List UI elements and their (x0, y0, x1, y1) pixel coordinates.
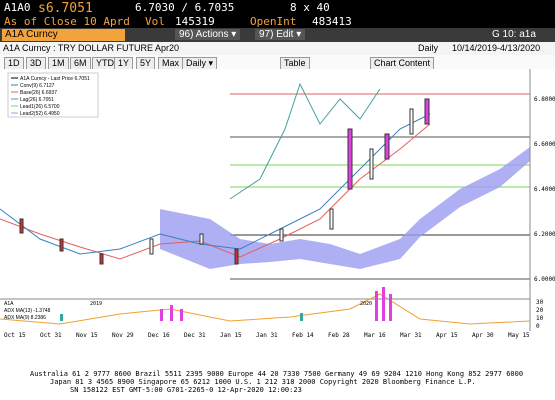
date-label: Feb 14 (292, 332, 314, 339)
legend-entry: Lead2(52) 6.4950 (20, 111, 60, 117)
indicator-legend: ADX MA(13) -1.3748 (4, 308, 51, 314)
as-of: As of Close 10 Aprd (4, 15, 130, 28)
date-label: Oct 31 (40, 332, 62, 339)
legend-entry: Lead1(26) 6.5700 (20, 104, 60, 110)
adx-line (0, 293, 531, 325)
footer: Australia 61 2 9777 8600 Brazil 5511 239… (0, 370, 555, 400)
price-label: 6.6000 (534, 141, 555, 148)
date-label: Jan 15 (220, 332, 242, 339)
price-label: 6.0000 (534, 276, 555, 283)
title-bar: A1A Curncy : TRY DOLLAR FUTURE Apr20 Dai… (0, 42, 555, 55)
date-range: 10/14/2019-4/13/2020 (452, 43, 541, 53)
price-label: 6.2000 (534, 231, 555, 238)
ticker: A1A0 (4, 1, 31, 14)
indicator-legend: ADX MA(9) 8.2386 (4, 315, 46, 321)
oi: 483413 (312, 15, 352, 28)
date-label: Dec 16 (148, 332, 170, 339)
footer-line: SN 158122 EST GMT-5:00 G701-2265-0 12-Ap… (70, 386, 302, 394)
security-input[interactable]: A1A Curncy (2, 29, 125, 41)
footer-line: Japan 81 3 4565 8900 Singapore 65 6212 1… (50, 378, 476, 386)
toolbar: A1A Curncy 96) Actions ▾ 97) Edit ▾ G 10… (0, 28, 555, 42)
histogram (60, 287, 392, 321)
date-label: Nov 29 (112, 332, 134, 339)
lag-line (229, 82, 381, 200)
button-row: Daily ▾ Table Chart Content 1D 3D 1M 6M YTD 1… (0, 55, 555, 70)
vol: 145319 (175, 15, 215, 28)
ichimoku-cloud (160, 147, 530, 269)
conversion-line (0, 113, 431, 255)
price-label: 6.8000 (534, 96, 555, 103)
footer-line: Australia 61 2 9777 8600 Brazil 5511 239… (30, 370, 524, 378)
table-button[interactable]: Table (280, 57, 310, 70)
date-label: Apr 30 (472, 332, 494, 339)
legend-entry: Lag(26) 6.7051 (20, 97, 54, 103)
bid-ask: 6.7030 / 6.7035 (135, 1, 235, 14)
page-id: G 10: a1a (492, 29, 536, 40)
date-label: Nov 15 (76, 332, 98, 339)
last: s6.7051 (38, 1, 93, 16)
indicator-label: 20 (536, 307, 544, 314)
actions-menu[interactable]: 96) Actions ▾ (175, 29, 241, 40)
year-label: 2020 (360, 301, 372, 307)
indicator-legend: A1A (4, 301, 14, 307)
frequency: Daily (418, 43, 439, 53)
chart-title: A1A Curncy : TRY DOLLAR FUTURE Apr20 (3, 43, 180, 53)
base-line (0, 123, 431, 260)
date-label: May 15 (508, 332, 530, 339)
legend-entry: A1A Curncy - Last Price 6.7051 (20, 76, 90, 82)
fib-levels (230, 93, 530, 280)
date-label: Jan 31 (256, 332, 278, 339)
year-label: 2019 (90, 301, 102, 307)
date-label: Mar 31 (400, 332, 422, 339)
date-label: Mar 16 (364, 332, 386, 339)
indicator-label: 30 (536, 299, 544, 306)
size: 8 x 40 (290, 1, 330, 14)
date-label: Apr 15 (436, 332, 458, 339)
indicator-label: 10 (536, 315, 544, 322)
indicator-label: 0 (536, 323, 540, 330)
legend-entry: Conv(9) 6.7127 (20, 83, 55, 89)
legend-entry: Base(26) 6.6937 (20, 90, 57, 96)
edit-menu[interactable]: 97) Edit ▾ (255, 29, 306, 40)
oi-label: OpenInt (250, 15, 297, 28)
price-label: 6.4000 (534, 186, 555, 193)
date-label: Oct 15 (4, 332, 26, 339)
date-label: Dec 31 (184, 332, 206, 339)
candles (19, 98, 430, 265)
vol-label: Vol (145, 15, 165, 28)
date-label: Feb 28 (328, 332, 350, 339)
quote-header: A1A0 s6.7051 6.7030 / 6.7035 8 x 40 As o… (0, 0, 555, 28)
